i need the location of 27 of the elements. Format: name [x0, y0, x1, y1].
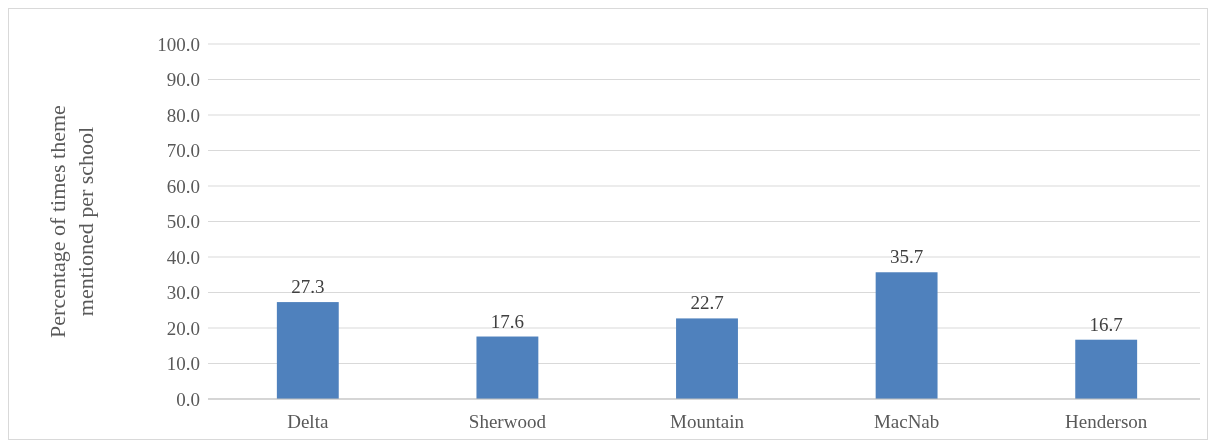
bar — [875, 272, 938, 399]
data-label: 16.7 — [1089, 313, 1123, 335]
data-label: 17.6 — [490, 310, 525, 332]
bar — [1075, 339, 1138, 399]
y-tick-label: 50.0 — [166, 211, 200, 233]
bar — [276, 302, 339, 399]
y-tick-label: 30.0 — [166, 282, 200, 304]
y-tick-label: 90.0 — [166, 69, 200, 91]
x-tick-label: Sherwood — [468, 411, 547, 432]
x-tick-label: MacNab — [873, 411, 940, 432]
y-tick-label: 20.0 — [166, 317, 200, 339]
x-tick-label: Henderson — [1065, 411, 1148, 432]
y-tick-label: 10.0 — [166, 353, 200, 375]
bar — [676, 318, 738, 399]
y-axis-title: Percentage of times theme mentioned per school — [45, 105, 98, 338]
y-tick-label: 0.0 — [176, 388, 200, 410]
bar — [476, 336, 539, 399]
y-tick-label: 60.0 — [166, 175, 200, 197]
data-label: 35.7 — [889, 246, 924, 268]
data-label: 22.7 — [690, 292, 724, 314]
y-tick-label: 70.0 — [166, 140, 200, 162]
x-tick-label: Mountain — [670, 411, 745, 432]
x-tick-label: Delta — [287, 411, 329, 432]
y-tick-label: 40.0 — [166, 246, 200, 268]
y-tick-label: 80.0 — [166, 104, 200, 126]
data-label: 27.3 — [291, 276, 325, 298]
y-tick-label: 100.0 — [157, 33, 200, 55]
